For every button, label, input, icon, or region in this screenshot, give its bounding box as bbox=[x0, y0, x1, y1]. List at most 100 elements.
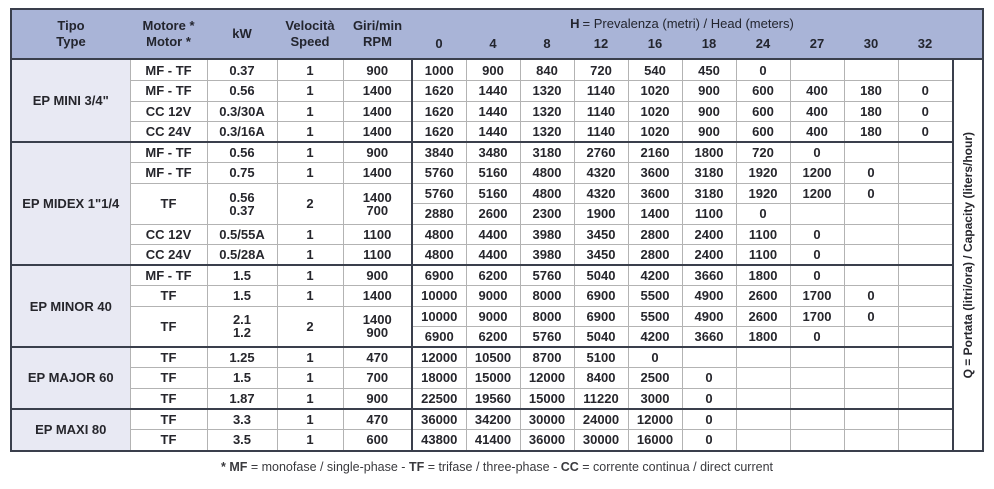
head-group-title: H = Prevalenza (metri) / Head (meters) bbox=[412, 10, 952, 36]
q-cell: 180 bbox=[844, 100, 899, 122]
q-cell bbox=[844, 407, 899, 429]
header-velocita-line1: Velocità bbox=[285, 17, 335, 33]
q-cell bbox=[898, 428, 952, 450]
motor-cell: TF bbox=[130, 428, 208, 450]
kw-cell: 0.56 bbox=[207, 141, 278, 163]
speed-cell: 1 bbox=[277, 285, 344, 306]
q-cell: 6900 bbox=[412, 326, 467, 347]
q-cell bbox=[736, 346, 791, 368]
q-cell: 1440 bbox=[466, 100, 521, 122]
q-cell: 3480 bbox=[466, 141, 521, 163]
rpm-cell: 1400 bbox=[343, 80, 413, 101]
q-cell bbox=[844, 428, 899, 450]
q-cell: 2500 bbox=[628, 367, 683, 388]
header-kw-line1: kW bbox=[232, 25, 252, 41]
q-cell: 3180 bbox=[520, 141, 575, 163]
table-row: CC 24V 0.5/28A 1 1100 4800 4400 3980 3450 2800 24… bbox=[12, 244, 952, 265]
table-row: EP MINI 3/4" MF - TF 0.37 1 900 1000 900 840 720… bbox=[12, 60, 952, 142]
rpm-cell: 1100 bbox=[343, 223, 413, 245]
q-cell: 0 bbox=[898, 80, 952, 101]
q-cell: 1020 bbox=[628, 80, 683, 101]
q-cell bbox=[844, 387, 899, 409]
footnote-text: = monofase / single-phase - bbox=[247, 460, 409, 474]
q-cell: 2400 bbox=[682, 244, 737, 265]
header-tipo-line1: Tipo bbox=[57, 17, 85, 33]
motor-cell: CC 24V bbox=[130, 121, 208, 142]
q-cell: 6200 bbox=[466, 326, 521, 347]
table-row: 6900 6200 5760 5040 4200 3660 1800 0 bbox=[12, 326, 952, 347]
q-cell bbox=[898, 223, 952, 245]
q-cell: 4900 bbox=[682, 285, 737, 306]
table-row: TF 3.5 1 600 43800 41400 36000 30000 16000 0 bbox=[12, 428, 952, 450]
q-cell: 5160 bbox=[466, 162, 521, 183]
q-cell: 1900 bbox=[574, 203, 629, 224]
head-col-4: 4 bbox=[489, 36, 497, 51]
q-cell: 30000 bbox=[520, 407, 575, 429]
q-cell: 0 bbox=[844, 285, 899, 306]
table-row: CC 12V 0.3/30A 1 1400 1620 1440 1320 1140 1020 90… bbox=[12, 100, 952, 122]
kw-cell: 2.1 1.2 bbox=[207, 305, 278, 347]
table-row: TF 1.87 1 900 22500 19560 15000 11220 3000 0 bbox=[12, 387, 952, 409]
head-values-row: 0 4 8 12 16 18 24 27 30 32 bbox=[412, 36, 982, 58]
q-cell: 10500 bbox=[466, 346, 521, 368]
rpm-cell: 900 bbox=[343, 141, 413, 163]
q-cell: 1800 bbox=[736, 326, 791, 347]
table-row: TF 1.5 1 1400 10000 9000 8000 6900 5500 4900 2600 1… bbox=[12, 285, 952, 306]
q-cell: 4900 bbox=[682, 305, 737, 327]
q-cell: 12000 bbox=[412, 346, 467, 368]
table-row: TF 2.1 1.2 2 1400 900 10000 9000 8000 6900 5500 490… bbox=[12, 305, 952, 347]
q-cell: 600 bbox=[736, 100, 791, 122]
q-cell bbox=[736, 407, 791, 429]
q-cell: 15000 bbox=[466, 367, 521, 388]
motor-cell: MF - TF bbox=[130, 141, 208, 163]
q-cell: 840 bbox=[520, 60, 575, 81]
q-cell bbox=[898, 244, 952, 265]
header-giri-line1: Giri/min bbox=[352, 17, 403, 33]
q-cell: 3180 bbox=[682, 162, 737, 183]
q-cell: 0 bbox=[790, 141, 845, 163]
q-cell: 0 bbox=[844, 162, 899, 183]
q-cell bbox=[898, 346, 952, 368]
q-cell bbox=[844, 223, 899, 245]
q-cell: 1700 bbox=[790, 285, 845, 306]
q-cell: 1440 bbox=[466, 121, 521, 142]
q-cell: 3660 bbox=[682, 264, 737, 286]
q-cell: 1320 bbox=[520, 100, 575, 122]
q-cell: 600 bbox=[736, 121, 791, 142]
kw-cell: 0.75 bbox=[207, 162, 278, 183]
q-cell: 1320 bbox=[520, 80, 575, 101]
capacity-axis-label-column: Q = Portata (litri/ora) / Capacity (lite… bbox=[952, 60, 982, 450]
table-row: 2880 2600 2300 1900 1400 1100 0 bbox=[12, 203, 952, 224]
q-cell: 1920 bbox=[736, 182, 791, 204]
header-motore-line1: Motore * bbox=[142, 17, 195, 33]
rpm-cell: 1100 bbox=[343, 244, 413, 265]
head-col-27: 27 bbox=[809, 36, 825, 51]
motor-cell: CC 12V bbox=[130, 223, 208, 245]
speed-cell: 1 bbox=[277, 367, 344, 388]
table-body-area: EP MINI 3/4" MF - TF 0.37 1 900 1000 900 840 720… bbox=[12, 60, 982, 450]
section-name: EP MAXI 80 bbox=[12, 407, 131, 450]
speed-cell: 1 bbox=[277, 100, 344, 122]
q-cell: 1620 bbox=[412, 100, 467, 122]
q-cell: 12000 bbox=[628, 407, 683, 429]
q-cell: 0 bbox=[682, 428, 737, 450]
q-cell bbox=[898, 264, 952, 286]
q-cell: 8000 bbox=[520, 285, 575, 306]
q-cell: 600 bbox=[736, 80, 791, 101]
q-cell: 0 bbox=[736, 60, 791, 81]
footnote-abbr: TF bbox=[408, 460, 425, 474]
speed-cell: 1 bbox=[277, 223, 344, 245]
motor-cell: TF bbox=[130, 285, 208, 306]
q-cell: 3600 bbox=[628, 162, 683, 183]
q-cell bbox=[844, 244, 899, 265]
q-cell: 8000 bbox=[520, 305, 575, 327]
motor-cell: CC 12V bbox=[130, 100, 208, 122]
q-cell: 4800 bbox=[520, 182, 575, 204]
head-title-bold: H bbox=[570, 15, 580, 31]
rpm-cell: 1400 900 bbox=[343, 305, 413, 347]
table-row: TF 1.5 1 700 18000 15000 12000 8400 2500 0 bbox=[12, 367, 952, 388]
q-cell: 0 bbox=[628, 346, 683, 368]
footnote-text: = trifase / three-phase - bbox=[424, 460, 561, 474]
section-name: EP MINI 3/4" bbox=[12, 60, 131, 142]
q-cell: 4800 bbox=[412, 244, 467, 265]
